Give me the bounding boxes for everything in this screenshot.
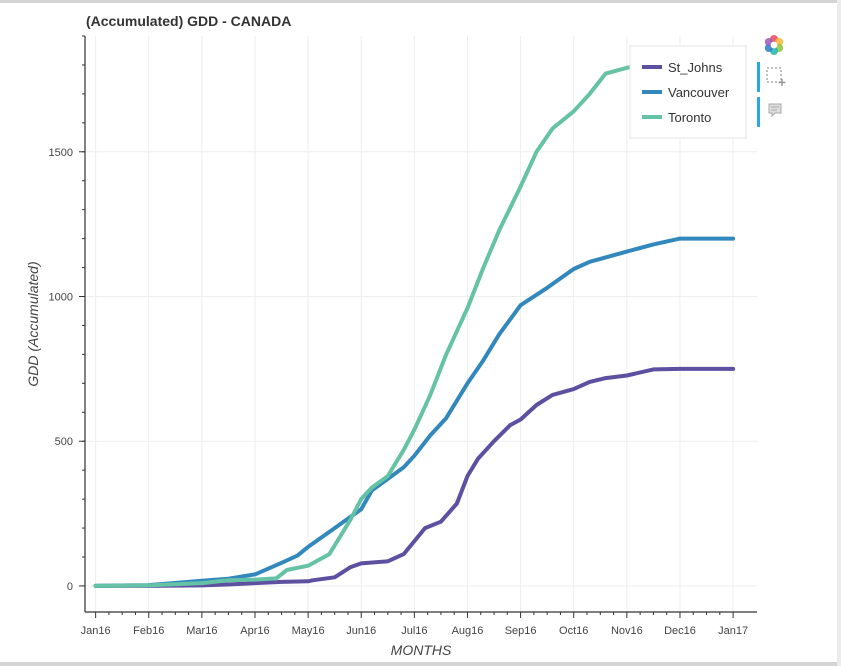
active-tool-indicator: [757, 62, 760, 92]
legend: St_Johns Vancouver Toronto: [629, 45, 747, 139]
x-axis-label: MONTHS: [391, 642, 452, 658]
x-tick-label: Jun16: [346, 625, 376, 637]
x-tick-label: Mar16: [186, 625, 217, 637]
x-tick-label: Dec16: [664, 625, 696, 637]
top-border: [0, 0, 841, 3]
series-lines: [93, 62, 736, 588]
x-tick-label: Oct16: [559, 625, 588, 637]
box-zoom-icon[interactable]: [765, 66, 787, 88]
hover-tooltip-icon[interactable]: [767, 102, 785, 120]
y-tick-label: 0: [67, 581, 73, 593]
series-line-vancouver: [93, 236, 736, 588]
series-line-st-johns: [93, 366, 736, 588]
x-tick-label: May16: [292, 625, 325, 637]
y-axis-label: GDD (Accumulated): [25, 261, 41, 386]
legend-items: St_Johns Vancouver Toronto: [642, 60, 730, 125]
x-tick-label: Jul16: [401, 625, 427, 637]
y-tick-label: 500: [55, 436, 73, 448]
legend-label: Toronto: [668, 110, 711, 125]
x-tick-label: Feb16: [133, 625, 164, 637]
x-tick-label: Jan16: [81, 625, 111, 637]
axes: Jan16 Feb16 Mar16 Apr16 May16 Jun16 Jul16 Aug16…: [49, 35, 757, 637]
x-tick-label: Sep16: [505, 625, 537, 637]
series-line-toronto: [93, 62, 645, 588]
x-tick-label: Aug16: [452, 625, 484, 637]
y-tick-label: 1000: [49, 292, 73, 304]
bottom-border: [0, 662, 841, 666]
bokeh-logo-icon[interactable]: [763, 34, 785, 56]
x-tick-label: Apr16: [240, 625, 269, 637]
active-tool-indicator-2: [757, 97, 760, 127]
legend-label: St_Johns: [668, 60, 723, 75]
y-tick-label: 1500: [49, 147, 73, 159]
grid-lines: [85, 36, 757, 612]
x-tick-label: Jan17: [718, 625, 748, 637]
right-border: [837, 0, 841, 666]
x-tick-label: Nov16: [611, 625, 643, 637]
chart-title: (Accumulated) GDD - CANADA: [86, 13, 291, 29]
legend-label: Vancouver: [668, 85, 730, 100]
